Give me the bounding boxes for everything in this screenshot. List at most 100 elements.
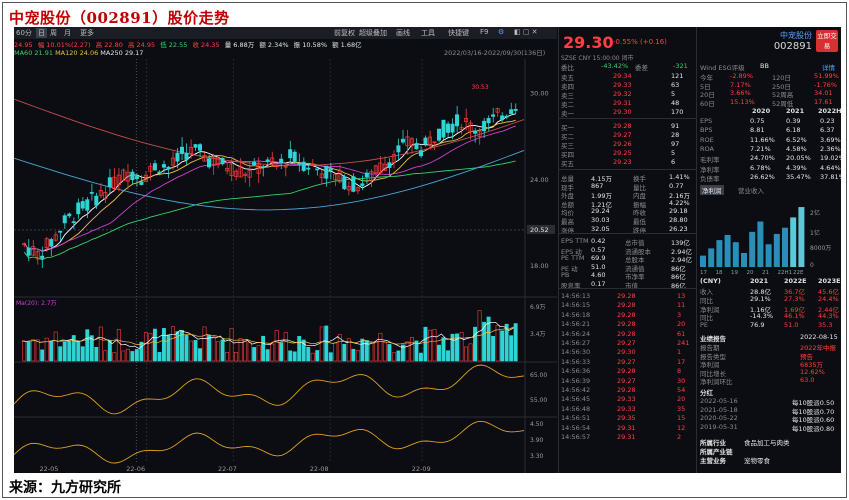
x-axis-label: 22-05 (40, 465, 59, 473)
volume-bar (252, 347, 257, 362)
candle-body (49, 239, 54, 247)
volume-bar (198, 348, 202, 362)
overlay-button[interactable]: 超级叠加 (359, 29, 387, 37)
volume-bar (103, 350, 108, 362)
candle-body (40, 255, 45, 259)
tab-month[interactable]: 月 (64, 29, 71, 37)
candle-body (148, 165, 153, 172)
fundamental-row: PB 4.60 市净率 86亿 (561, 271, 686, 282)
profit-bar (724, 234, 731, 267)
kline-chart[interactable]: 30.00 24.00 18.00 20.52 30.53 Ma(20): 2.7万 6.9… (14, 59, 557, 473)
candle-body (134, 176, 139, 179)
candle-body (301, 161, 306, 171)
volume-bar (468, 343, 473, 362)
candle-body (427, 136, 432, 146)
report-row: 报告类型 预告 (700, 352, 813, 361)
period-selector[interactable]: 60分 (16, 29, 32, 37)
candle-body (342, 176, 347, 190)
volume-bar (473, 326, 478, 362)
tick-row: 14:56:15 29.28 11 (561, 301, 686, 310)
candle-body (306, 167, 311, 170)
profit-bar (757, 221, 764, 267)
volume-bar (62, 341, 67, 362)
adjust-button[interactable]: 前复权 (334, 29, 355, 37)
right-panel: 29.30 -0.55% (+0.16) SZSE CNY 15:00:00 闭… (558, 27, 841, 473)
volume-bar (130, 351, 135, 362)
years-header: 2020 2021 2022H1 (752, 107, 841, 115)
volume-bar (428, 329, 432, 362)
candle-body (143, 174, 148, 182)
volume-bar (342, 343, 347, 362)
draw-line-button[interactable]: 画线 (396, 29, 410, 37)
candle-body (495, 108, 500, 113)
profit-bar (773, 233, 780, 267)
candle-body (71, 221, 76, 223)
candle-body (35, 251, 40, 260)
tick-row: 14:56:57 29.31 2 (561, 433, 682, 441)
profit-bar (798, 207, 805, 267)
candle-body (62, 215, 67, 224)
esg-row: Wind ESG评级 BB 详情 (700, 62, 835, 72)
candle-body (468, 122, 473, 132)
tab-day[interactable]: 日 (36, 28, 47, 38)
volume-bar (418, 352, 423, 362)
report-row: 报告期 2022年中报 (700, 344, 837, 352)
window-controls-icon[interactable]: ◧ ▢ ✕ (514, 28, 538, 36)
candle-body (26, 247, 31, 256)
figure-title: 中宠股份（002891）股价走势 (9, 9, 230, 27)
shortcut-button[interactable]: 快捷键 (448, 29, 469, 37)
volume-bar (450, 333, 455, 362)
tab-revenue[interactable]: 营业收入 (738, 187, 764, 195)
candle-body (486, 118, 491, 124)
fin-chart-x-label: 17 (700, 270, 707, 275)
volume-bar (333, 342, 338, 362)
volume-bar (351, 348, 356, 362)
volume-bar (157, 352, 162, 362)
volume-bar (26, 341, 31, 362)
candle-body (161, 164, 166, 168)
candle-body (98, 190, 103, 196)
volume-bar (193, 340, 198, 362)
metric-row: EPS 0.75 0.39 0.23 (700, 117, 835, 125)
candle-body (130, 171, 135, 181)
candle-body (504, 115, 509, 118)
forecast-row: 同比 29.1% 27.3% 24.4% (700, 294, 839, 305)
f9-button[interactable]: F9 (480, 28, 489, 36)
candle-body (188, 146, 193, 154)
candle-body (157, 171, 162, 174)
tab-net-profit[interactable]: 净利润 (700, 185, 724, 195)
return-row: 5日 7.17% 250日 -1.76% (700, 80, 837, 91)
ma60-value: MA60 21.91 (14, 49, 53, 57)
volume-bar (324, 325, 329, 362)
finance-panel: 中宠股份 002891 立即交易 Wind ESG评级 BB 详情 今年 -2.8… (698, 27, 841, 473)
volume-bar (238, 338, 243, 362)
gear-icon[interactable]: ⚙ (498, 28, 505, 36)
forecast-row: 收入 28.8亿 36.7亿 45.6亿 (700, 288, 839, 296)
candle-body (409, 138, 414, 147)
candle-body (121, 169, 126, 181)
tick-row: 14:56:36 29.28 8 (561, 367, 682, 376)
volume-bar (455, 333, 459, 362)
ask-row: 卖五 29.34 121 (561, 72, 684, 82)
tick-row: 14:56:42 29.28 54 (561, 386, 686, 394)
industry-row: 主营业务 宠物零食 (700, 457, 770, 465)
candle-body (265, 159, 270, 162)
volume-bar (225, 352, 230, 362)
tools-button[interactable]: 工具 (421, 29, 435, 37)
tab-more[interactable]: 更多 (80, 29, 94, 37)
candle-body (184, 152, 189, 160)
candle-body (170, 157, 175, 166)
stat-row: 总额 1.21亿 振幅 4.22% (561, 198, 690, 209)
esg-detail-link[interactable]: 详情 (822, 64, 835, 72)
indicator1-line (14, 364, 525, 415)
volume-bar (373, 341, 378, 362)
volume-bar (495, 325, 500, 362)
fin-chart-x-label: 20 (747, 270, 754, 275)
volume-bar (378, 332, 383, 362)
trade-now-button[interactable]: 立即交易 (816, 30, 838, 52)
candle-body (175, 152, 180, 162)
volume-bar (283, 332, 288, 362)
tab-week[interactable]: 周 (50, 29, 57, 37)
volume-bar (229, 328, 234, 362)
ind2-axis-label: 3.30 (530, 453, 544, 460)
